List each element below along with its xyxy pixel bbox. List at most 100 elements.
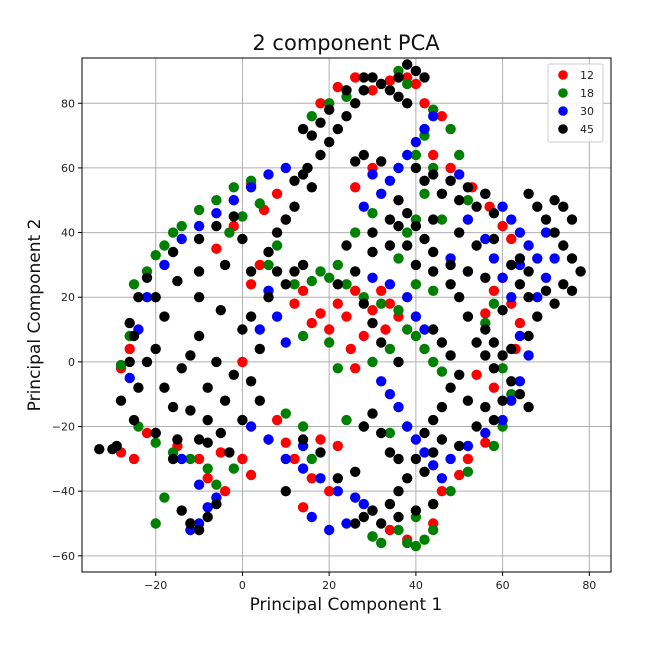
- data-point: [523, 240, 534, 251]
- data-point: [245, 376, 257, 387]
- data-point: [228, 182, 239, 193]
- data-point: [393, 220, 404, 232]
- legend-marker: [558, 88, 568, 98]
- data-point: [376, 537, 387, 549]
- data-point: [306, 130, 317, 141]
- y-tick-label: −20: [52, 421, 75, 434]
- data-point: [254, 198, 265, 209]
- data-point: [393, 305, 404, 316]
- data-point: [497, 350, 508, 361]
- x-tick-label: 0: [239, 579, 246, 592]
- data-point: [306, 453, 317, 465]
- data-point: [150, 343, 161, 355]
- data-point: [176, 233, 187, 245]
- data-point: [376, 337, 387, 348]
- legend-marker: [558, 106, 568, 116]
- data-point: [219, 395, 231, 406]
- data-point: [376, 518, 387, 529]
- data-point: [215, 427, 226, 439]
- data-point: [124, 372, 135, 384]
- data-point: [324, 524, 335, 536]
- data-point: [384, 279, 396, 290]
- data-point: [393, 511, 404, 523]
- data-point: [393, 401, 404, 413]
- data-point: [445, 350, 456, 361]
- data-point: [445, 175, 456, 186]
- data-point: [497, 414, 508, 426]
- data-point: [211, 208, 222, 219]
- data-point: [133, 382, 144, 393]
- data-point: [367, 531, 378, 542]
- data-point: [315, 266, 326, 277]
- data-point: [159, 240, 170, 251]
- data-point: [315, 473, 326, 484]
- data-point: [350, 363, 361, 374]
- x-tick-label: 20: [322, 579, 336, 592]
- data-point: [445, 162, 456, 174]
- data-point: [454, 195, 465, 206]
- data-point: [297, 463, 309, 474]
- data-point: [393, 486, 404, 497]
- legend-label: 30: [580, 105, 594, 118]
- data-point: [306, 317, 317, 329]
- data-point: [211, 498, 222, 510]
- data-point: [367, 227, 378, 238]
- data-point: [341, 414, 352, 426]
- data-point: [462, 453, 474, 465]
- data-point: [315, 308, 326, 319]
- data-point: [488, 414, 500, 426]
- data-point: [150, 292, 161, 303]
- data-point: [506, 292, 517, 303]
- data-point: [454, 369, 465, 380]
- scatter-points: [94, 59, 586, 552]
- data-point: [523, 292, 534, 303]
- data-point: [315, 98, 326, 109]
- data-point: [480, 401, 491, 413]
- data-point: [532, 201, 543, 212]
- data-point: [289, 279, 300, 290]
- data-point: [462, 214, 474, 225]
- data-point: [228, 195, 239, 206]
- data-point: [315, 149, 326, 161]
- data-point: [211, 479, 222, 490]
- data-point: [263, 434, 274, 445]
- x-tick-label: −20: [144, 579, 167, 592]
- data-point: [367, 169, 378, 180]
- data-point: [454, 440, 465, 452]
- y-tick-label: 40: [61, 227, 75, 240]
- data-point: [297, 434, 309, 445]
- data-point: [193, 453, 205, 465]
- data-point: [245, 182, 257, 193]
- data-point: [237, 356, 248, 368]
- data-point: [332, 473, 343, 484]
- data-point: [402, 227, 413, 238]
- data-point: [358, 201, 369, 212]
- data-point: [410, 453, 422, 465]
- data-point: [506, 395, 517, 406]
- data-point: [332, 81, 343, 93]
- data-point: [462, 395, 474, 406]
- data-point: [202, 511, 213, 523]
- data-point: [410, 279, 422, 290]
- data-point: [558, 279, 569, 290]
- data-point: [428, 447, 439, 458]
- data-point: [271, 311, 283, 322]
- data-point: [480, 233, 491, 245]
- data-point: [289, 266, 300, 277]
- data-point: [506, 233, 517, 245]
- data-point: [514, 279, 526, 290]
- data-point: [332, 363, 343, 374]
- data-point: [367, 246, 378, 258]
- data-point: [428, 214, 439, 225]
- data-point: [480, 427, 491, 439]
- data-point: [410, 259, 422, 271]
- data-point: [384, 447, 396, 458]
- data-point: [350, 182, 361, 193]
- data-point: [128, 330, 140, 342]
- data-point: [367, 505, 378, 516]
- data-point: [367, 317, 378, 329]
- data-point: [497, 395, 508, 406]
- y-tick-label: 0: [68, 356, 75, 369]
- data-point: [358, 330, 369, 342]
